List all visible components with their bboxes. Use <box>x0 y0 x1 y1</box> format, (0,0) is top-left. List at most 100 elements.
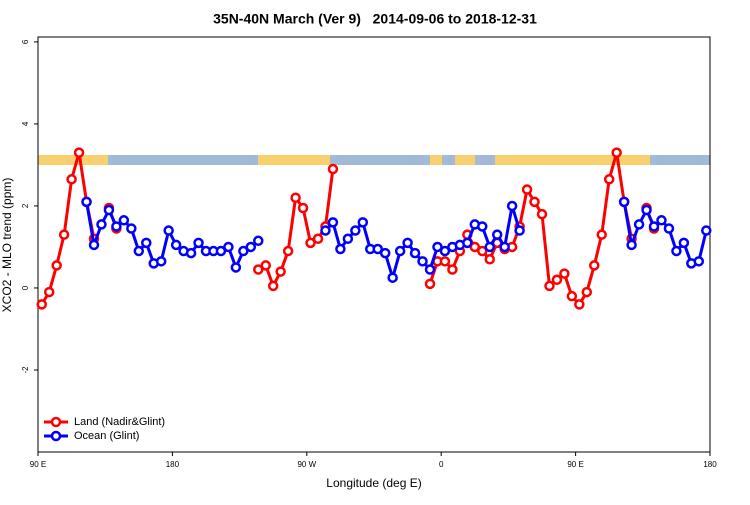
x-tick-label: 180 <box>166 460 180 469</box>
data-point <box>589 260 600 271</box>
data-point <box>596 229 607 240</box>
data-point <box>521 184 533 195</box>
data-point <box>58 229 70 240</box>
series-line <box>40 151 96 306</box>
data-point <box>514 225 525 236</box>
data-point <box>611 147 622 158</box>
data-point <box>327 217 339 228</box>
data-point <box>394 245 406 257</box>
data-point <box>290 192 301 204</box>
legend-label: Ocean (Glint) <box>74 430 139 442</box>
data-point <box>603 174 615 185</box>
ocean-band <box>38 155 710 165</box>
data-point <box>305 237 316 249</box>
data-point <box>245 241 257 253</box>
data-point <box>350 225 361 236</box>
x-tick-label: 90 E <box>567 460 583 469</box>
data-point <box>663 223 675 234</box>
data-point <box>73 147 85 158</box>
chart-title: 35N-40N March (Ver 9) 2014-09-06 to 2018… <box>213 11 537 27</box>
data-point <box>641 204 652 216</box>
data-point <box>126 223 137 234</box>
data-point <box>469 241 481 253</box>
data-point <box>409 247 421 259</box>
data-point <box>379 247 391 259</box>
data-point <box>477 221 488 232</box>
data-point <box>66 174 77 185</box>
data-point <box>618 196 630 208</box>
data-point <box>656 215 667 226</box>
data-point <box>402 237 413 249</box>
x-tick-label: 0 <box>439 460 444 469</box>
data-point <box>297 202 309 214</box>
series-line <box>428 151 634 306</box>
data-point <box>432 241 443 253</box>
data-point <box>43 286 55 298</box>
legend-marker <box>50 416 62 428</box>
data-point <box>118 215 130 226</box>
data-point <box>499 241 510 253</box>
data-point <box>81 196 92 208</box>
data-point <box>275 266 286 277</box>
data-point <box>170 239 182 251</box>
data-point <box>671 245 682 257</box>
data-point <box>238 245 249 257</box>
series <box>81 196 712 283</box>
data-point <box>484 241 495 253</box>
data-point <box>559 268 570 279</box>
data-point <box>633 219 645 230</box>
data-point <box>312 233 324 245</box>
x-tick-label: 90 E <box>30 460 46 469</box>
data-point <box>223 241 234 253</box>
legend-label: Land (Nadir&Glint) <box>74 416 165 428</box>
land-band <box>38 155 108 165</box>
data-point <box>141 237 152 249</box>
y-tick-label: 6 <box>21 39 30 44</box>
y-tick-label: 2 <box>21 203 30 208</box>
series-line <box>622 201 708 265</box>
data-point <box>155 256 167 267</box>
data-point <box>574 299 585 310</box>
surface-mask <box>38 155 710 165</box>
data-point <box>372 243 383 255</box>
data-point <box>260 260 271 271</box>
data-point <box>678 237 690 249</box>
y-tick-label: 0 <box>21 285 30 290</box>
data-point <box>424 264 436 275</box>
data-point <box>342 233 354 245</box>
data-point <box>185 247 197 259</box>
x-axis-title: Longitude (deg E) <box>326 476 421 490</box>
data-point <box>581 286 593 298</box>
data-point <box>335 243 346 255</box>
data-point <box>439 245 451 257</box>
plot-frame <box>37 36 711 453</box>
data-point <box>693 256 705 267</box>
data-point <box>491 229 503 240</box>
data-point <box>320 225 331 236</box>
data-point <box>648 221 660 232</box>
legend: Land (Nadir&Glint) Ocean (Glint) <box>44 416 165 442</box>
y-tick-label: 4 <box>21 121 30 126</box>
data-point <box>230 262 242 273</box>
land-band <box>258 155 330 165</box>
y-axis-title: XCO2 - MLO trend (ppm) <box>0 178 14 313</box>
data-point <box>51 260 62 271</box>
data-point <box>88 239 100 251</box>
data-point <box>96 219 107 230</box>
data-point <box>439 256 451 267</box>
data-point <box>701 225 712 236</box>
data-point <box>387 272 398 283</box>
data-point <box>417 256 428 267</box>
x-tick-label: 90 W <box>297 460 316 469</box>
data-point <box>193 237 204 249</box>
x-tick-label: 180 <box>703 460 717 469</box>
data-point <box>282 245 294 257</box>
data-point <box>529 196 540 208</box>
land-band <box>495 155 650 165</box>
land-band <box>430 155 442 165</box>
data-point <box>36 299 47 310</box>
data-point <box>327 163 339 175</box>
data-point <box>253 235 264 247</box>
